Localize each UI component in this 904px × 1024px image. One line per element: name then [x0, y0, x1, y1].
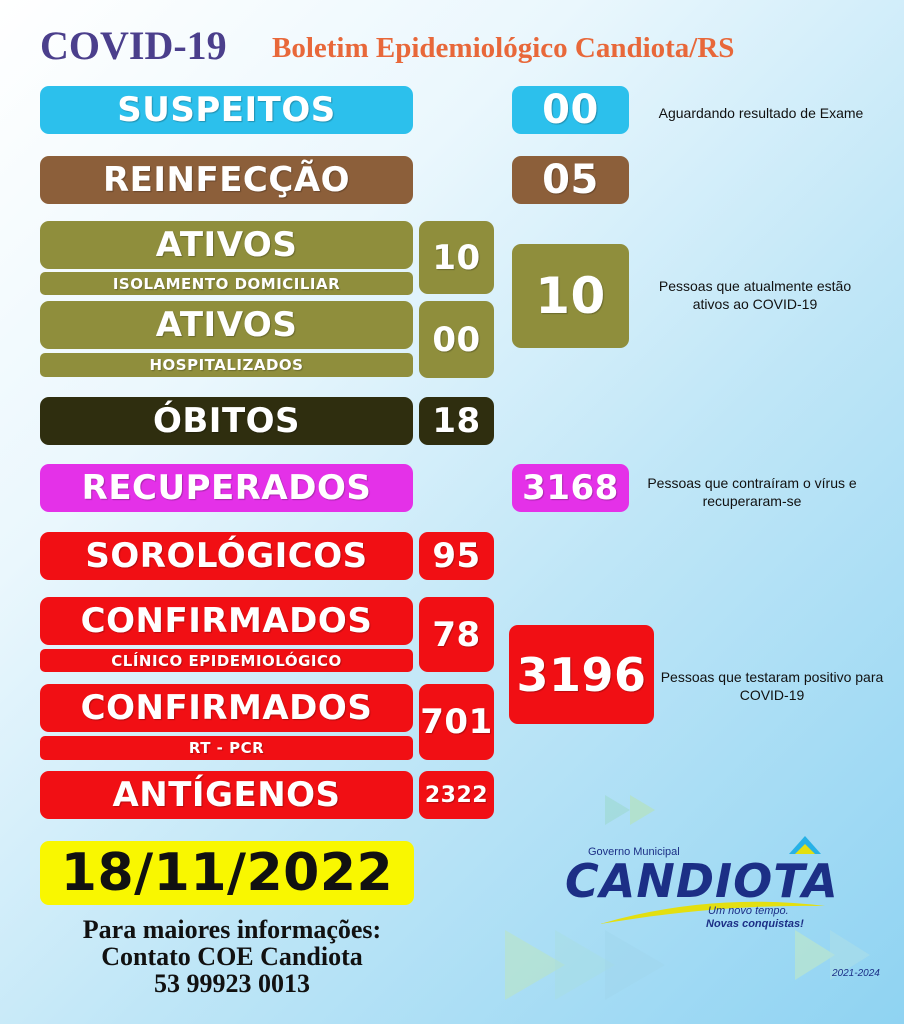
- recuperados-label: RECUPERADOS: [40, 464, 413, 512]
- ativos-hospitalizados-value: 00: [419, 301, 494, 378]
- confirmados-pcr-label: CONFIRMADOS: [40, 684, 413, 732]
- logo-slogan-1: Um novo tempo.: [708, 905, 789, 917]
- contact-line-1: Para maiores informações:: [82, 915, 382, 944]
- logo-star-icon: [789, 836, 821, 854]
- suspeitos-label: SUSPEITOS: [40, 86, 413, 134]
- logo-governo: Governo Municipal: [588, 846, 680, 858]
- logo-swoosh-icon: [600, 901, 825, 924]
- obitos-value: 18: [419, 397, 494, 445]
- logo-slogan-2: Novas conquistas!: [706, 918, 804, 930]
- sorologicos-value: 95: [419, 532, 494, 580]
- confirmados-clinico-label: CONFIRMADOS: [40, 597, 413, 645]
- reinfeccao-value: 05: [512, 156, 629, 204]
- ativos-domiciliar-sub: ISOLAMENTO DOMICILIAR: [40, 272, 413, 295]
- ativos-hospitalizados-label: ATIVOS: [40, 301, 413, 349]
- report-date: 18/11/2022: [40, 841, 414, 905]
- logo-years: 2021-2024: [832, 968, 880, 979]
- recuperados-note: Pessoas que contraíram o vírus e recuper…: [647, 475, 857, 509]
- chevron-decoration-large-icon: [505, 930, 665, 1000]
- ativos-hospitalizados-sub: HOSPITALIZADOS: [40, 353, 413, 377]
- suspeitos-note: Aguardando resultado de Exame: [658, 105, 864, 121]
- antigenos-label: ANTÍGENOS: [40, 771, 413, 819]
- logo: Governo Municipal CANDIOTA Um novo tempo…: [560, 832, 860, 942]
- confirmados-pcr-sub: RT - PCR: [40, 736, 413, 760]
- antigenos-value: 2322: [419, 771, 494, 819]
- chevron-decoration-right-icon: [795, 930, 870, 980]
- ativos-total: 10: [512, 244, 629, 348]
- contact-line-2: Contato COE Candiota: [101, 942, 363, 971]
- reinfeccao-label: REINFECÇÃO: [40, 156, 413, 204]
- logo-name: CANDIOTA: [565, 854, 839, 908]
- ativos-domiciliar-label: ATIVOS: [40, 221, 413, 269]
- obitos-label: ÓBITOS: [40, 397, 413, 445]
- confirmados-note: Pessoas que testaram positivo para COVID…: [660, 669, 884, 703]
- sorologicos-label: SOROLÓGICOS: [40, 532, 413, 580]
- confirmados-clinico-value: 78: [419, 597, 494, 672]
- recuperados-value: 3168: [512, 464, 629, 512]
- confirmados-clinico-sub: CLÍNICO EPIDEMIOLÓGICO: [40, 649, 413, 672]
- ativos-domiciliar-value: 10: [419, 221, 494, 294]
- suspeitos-value: 00: [512, 86, 629, 134]
- confirmados-total: 3196: [509, 625, 654, 724]
- covid-title: COVID-19: [40, 23, 227, 68]
- boletim-title: Boletim Epidemiológico Candiota/RS: [272, 32, 735, 64]
- ativos-note: Pessoas que atualmente estão ativos ao C…: [658, 278, 852, 312]
- chevron-decoration-icon: [605, 795, 655, 825]
- confirmados-pcr-value: 701: [419, 684, 494, 760]
- contact-phone: 53 99923 0013: [154, 969, 310, 998]
